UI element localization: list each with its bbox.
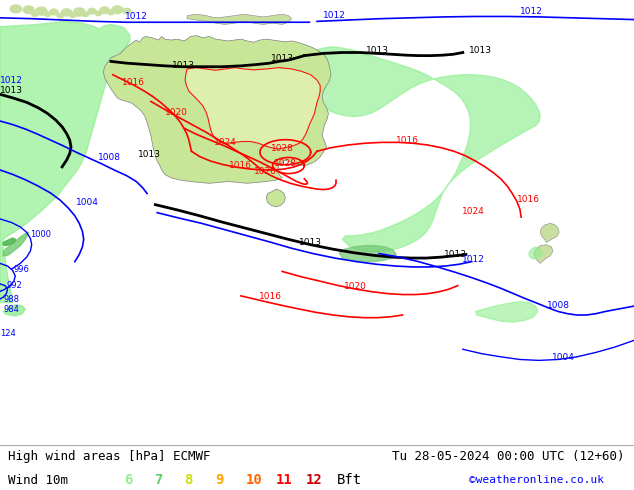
Circle shape [98,6,111,15]
Text: Wind 10m: Wind 10m [8,473,68,487]
Text: 12: 12 [306,473,323,487]
Polygon shape [185,68,320,149]
Circle shape [36,7,46,15]
Text: 1013: 1013 [299,238,322,246]
Text: 1013: 1013 [469,46,492,54]
Polygon shape [540,223,559,243]
Text: 984: 984 [3,305,19,314]
Polygon shape [266,189,285,207]
Circle shape [108,10,114,15]
Polygon shape [339,245,396,262]
Polygon shape [103,36,331,183]
Text: Tu 28-05-2024 00:00 UTC (12+60): Tu 28-05-2024 00:00 UTC (12+60) [392,450,624,463]
Text: 1013: 1013 [138,149,161,159]
Polygon shape [313,47,540,252]
Text: 1020: 1020 [344,282,366,291]
Text: ©weatheronline.co.uk: ©weatheronline.co.uk [469,475,604,485]
Text: 1016: 1016 [396,136,418,145]
Text: 8: 8 [184,473,193,487]
Circle shape [10,5,22,13]
Text: 1008: 1008 [547,301,569,310]
Circle shape [63,10,70,15]
Text: 1024: 1024 [214,138,236,147]
Text: 1016: 1016 [122,78,145,87]
Circle shape [49,8,59,16]
Text: 1013: 1013 [0,86,23,95]
Text: 1004: 1004 [76,198,99,207]
Text: 1013: 1013 [444,250,467,259]
Text: 996: 996 [14,265,30,274]
Text: 1016: 1016 [517,196,540,204]
Text: 6: 6 [124,473,132,487]
Text: 1024: 1024 [462,207,484,217]
Text: Bft: Bft [337,473,362,487]
Circle shape [87,8,97,15]
Circle shape [70,13,76,17]
Polygon shape [476,302,538,322]
Text: 1016: 1016 [259,292,281,301]
Text: 1028: 1028 [271,144,294,153]
Text: 1013: 1013 [366,47,389,55]
Circle shape [44,12,51,17]
Text: 9: 9 [215,473,223,487]
Polygon shape [3,232,29,256]
Text: 1012: 1012 [323,11,346,20]
Circle shape [120,7,133,16]
Polygon shape [534,245,553,264]
Text: 7: 7 [154,473,162,487]
Text: 988: 988 [3,294,19,304]
Text: 10: 10 [245,473,262,487]
Text: 124: 124 [0,329,16,338]
Text: High wind areas [hPa] ECMWF: High wind areas [hPa] ECMWF [8,450,210,463]
Text: 1020: 1020 [165,108,188,117]
Text: 11: 11 [276,473,292,487]
Text: 1012: 1012 [462,255,484,264]
Circle shape [24,6,33,13]
Text: 1028: 1028 [274,158,297,168]
Text: 1013: 1013 [172,61,195,70]
Circle shape [111,5,124,14]
Text: 1004: 1004 [552,353,574,363]
Circle shape [32,12,38,17]
Text: 1020: 1020 [254,168,276,176]
Text: 1012: 1012 [520,7,543,17]
Text: 1013: 1013 [271,54,294,63]
Circle shape [57,13,63,18]
Polygon shape [0,22,130,302]
Circle shape [82,12,89,17]
Polygon shape [529,247,542,259]
Polygon shape [3,305,25,316]
Circle shape [73,8,86,16]
Text: 992: 992 [6,281,22,290]
Text: 1008: 1008 [98,153,121,163]
Text: 1000: 1000 [30,230,51,239]
Polygon shape [187,14,292,24]
Text: 1016: 1016 [230,161,252,170]
Circle shape [95,11,101,16]
Polygon shape [3,238,16,245]
Text: 1012: 1012 [125,12,148,22]
Text: 1012: 1012 [0,75,23,85]
